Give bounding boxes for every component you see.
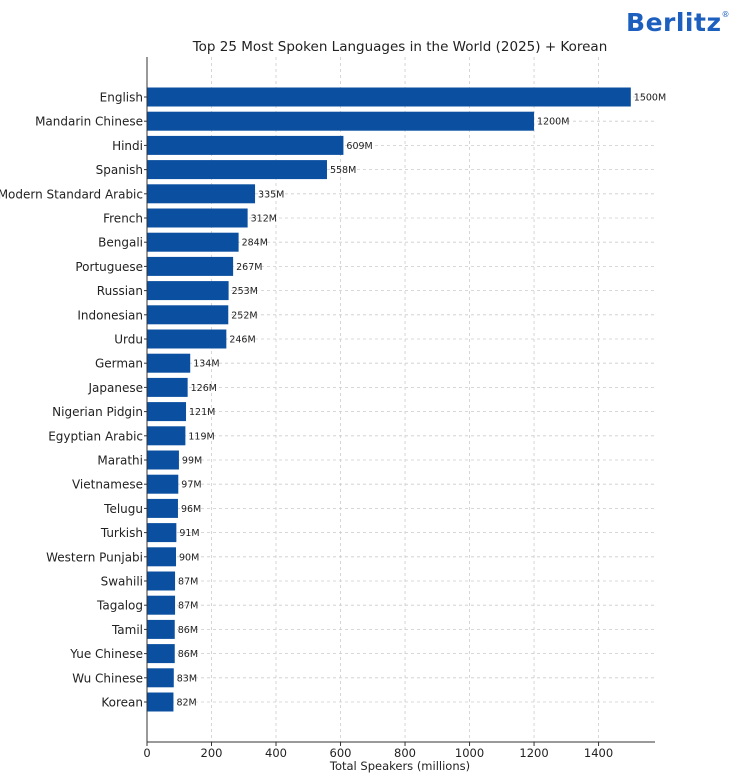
x-tick-label: 0 <box>143 746 150 760</box>
bar <box>147 547 177 567</box>
category-label: Nigerian Pidgin <box>52 405 143 419</box>
value-label: 86M <box>178 625 198 636</box>
brand-registered-mark: ® <box>721 10 730 19</box>
bar <box>147 329 227 349</box>
bar <box>147 644 175 664</box>
bar <box>147 184 256 204</box>
value-label: 82M <box>176 698 196 709</box>
value-label: 252M <box>231 310 257 321</box>
bar <box>147 571 176 591</box>
x-axis-label: Total Speakers (millions) <box>329 759 470 773</box>
x-tick-label: 1400 <box>584 746 613 760</box>
category-label: Portuguese <box>75 260 143 274</box>
bar <box>147 232 239 252</box>
category-label: Marathi <box>97 454 143 468</box>
bar <box>147 619 175 639</box>
value-label: 267M <box>236 262 262 273</box>
category-label: Egyptian Arabic <box>48 429 143 443</box>
bar <box>147 668 174 688</box>
value-label: 119M <box>188 431 214 442</box>
bar <box>147 256 234 276</box>
value-label: 1200M <box>537 117 569 128</box>
bar <box>147 208 248 228</box>
bar <box>147 377 188 397</box>
value-label: 86M <box>178 649 198 660</box>
value-label: 121M <box>189 407 215 418</box>
value-label: 246M <box>229 335 255 346</box>
category-label: Tagalog <box>96 599 143 613</box>
category-label: Swahili <box>101 575 143 589</box>
value-labels: 1500M 1200M 609M 558M 335M 312M 284M 267M 253M 25… <box>176 93 666 709</box>
value-label: 284M <box>242 238 268 249</box>
gridlines <box>146 57 655 742</box>
category-label: Western Punjabi <box>46 550 143 564</box>
x-tick-label: 200 <box>201 746 223 760</box>
value-label: 558M <box>330 165 356 176</box>
value-label: 253M <box>232 286 258 297</box>
x-tick-label: 400 <box>265 746 287 760</box>
category-label: Urdu <box>114 333 143 347</box>
value-label: 90M <box>179 552 199 563</box>
x-tick-label: 1200 <box>519 746 548 760</box>
category-label: Turkish <box>100 526 143 540</box>
value-label: 97M <box>181 480 201 491</box>
value-label: 609M <box>346 141 372 152</box>
category-label: Modern Standard Arabic <box>0 187 143 201</box>
value-label: 96M <box>181 504 201 515</box>
bar <box>147 692 174 712</box>
category-label: Russian <box>97 284 143 298</box>
bar <box>147 87 631 107</box>
category-label: Hindi <box>112 139 143 153</box>
category-label: Telugu <box>103 502 143 516</box>
bar <box>147 450 179 470</box>
bar <box>147 402 187 422</box>
bar <box>147 595 176 615</box>
category-label: English <box>100 91 143 105</box>
category-labels: English Mandarin Chinese Hindi Spanish Moder… <box>0 91 143 710</box>
brand-logo: Berlitz® <box>626 8 730 37</box>
bar <box>147 523 177 543</box>
x-tick-label: 800 <box>394 746 416 760</box>
value-label: 87M <box>178 601 198 612</box>
chart-title: Top 25 Most Spoken Languages in the Worl… <box>192 39 608 55</box>
brand-name: Berlitz <box>626 8 722 37</box>
bar <box>147 353 191 373</box>
category-label: Korean <box>101 696 143 710</box>
x-tick-label: 600 <box>330 746 352 760</box>
bar <box>147 135 344 155</box>
x-tick-label: 1000 <box>455 746 484 760</box>
value-label: 134M <box>193 359 219 370</box>
bar <box>147 111 535 131</box>
category-label: German <box>95 357 143 371</box>
category-label: Indonesian <box>77 308 143 322</box>
value-label: 87M <box>178 577 198 588</box>
value-label: 99M <box>182 456 202 467</box>
value-label: 83M <box>177 673 197 684</box>
bar <box>147 426 186 446</box>
bar <box>147 281 229 301</box>
value-label: 91M <box>179 528 199 539</box>
bar <box>147 305 229 325</box>
value-label: 126M <box>191 383 217 394</box>
category-label: Tamil <box>111 623 143 637</box>
category-label: Yue Chinese <box>69 647 143 661</box>
category-label: Japanese <box>88 381 144 395</box>
category-label: Bengali <box>98 236 143 250</box>
value-label: 335M <box>258 189 284 200</box>
category-label: Vietnamese <box>72 478 143 492</box>
category-label: Wu Chinese <box>72 671 143 685</box>
bar <box>147 474 179 494</box>
axes: 0 200 400 600 800 1000 1200 1400 <box>143 57 655 760</box>
bar <box>147 160 327 180</box>
bars <box>147 87 631 712</box>
bar <box>147 498 178 518</box>
category-label: Mandarin Chinese <box>35 115 143 129</box>
value-label: 1500M <box>634 93 666 104</box>
category-label: French <box>103 212 143 226</box>
value-label: 312M <box>251 214 277 225</box>
category-label: Spanish <box>96 163 143 177</box>
